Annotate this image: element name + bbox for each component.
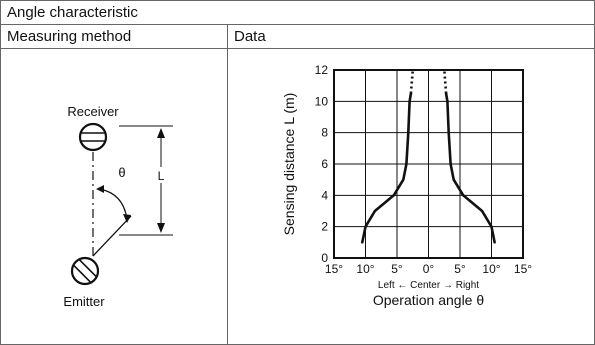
x-tick-label-1: 10° [356,262,374,276]
chart-grid [333,69,524,259]
chart-curves [361,69,496,244]
y-tick-labels: 0 2 4 6 8 10 12 [315,63,329,265]
y-tick-label-4: 8 [321,126,328,140]
receiver-icon [78,122,108,152]
x-tick-label-6: 15° [514,262,532,276]
theta-arrowhead-icon [123,214,131,223]
measuring-method-diagram: Receiver θ [63,104,173,309]
x-tick-label-0: 15° [325,262,343,276]
x-axis-label: Operation angle θ [373,292,485,308]
series-dotted-left [409,69,415,94]
y-tick-label-2: 4 [321,188,328,202]
y-tick-label-1: 2 [321,220,328,234]
x-tick-label-4: 5° [454,262,466,276]
angle-characteristic-chart: 0 2 4 6 8 10 12 15° 10° 5° 0° 5° 10° 15° Sensing dis… [281,63,532,308]
x-tick-label-3: 0° [423,262,435,276]
column-header-method: Measuring method [0,24,228,49]
y-tick-label-6: 12 [315,63,329,77]
x-tick-labels: 15° 10° 5° 0° 5° 10° 15° [325,262,532,276]
theta-arc [98,188,128,220]
x-axis-direction-label: Left ← Center → Right [378,280,479,291]
dimension-arrow-down-icon [157,223,165,233]
data-cell: 0 2 4 6 8 10 12 15° 10° 5° 0° 5° 10° 15° Sensing dis… [227,48,595,345]
dimension-label-bg [155,167,167,183]
theta-symbol: θ [118,165,125,180]
angled-beam-line [92,215,132,257]
receiver-label: Receiver [67,104,119,119]
y-tick-label-0: 0 [321,251,328,265]
x-tick-label-2: 5° [391,262,403,276]
plot-frame [333,69,524,259]
series-line-left [361,92,413,244]
theta-arrowhead-left-icon [96,185,104,193]
emitter-label: Emitter [63,294,105,309]
emitter-icon [70,256,100,286]
table-title: Angle characteristic [0,0,595,25]
y-tick-label-5: 10 [315,94,329,108]
measuring-method-cell: Receiver θ [0,48,228,345]
series-line-right [444,92,496,244]
y-tick-label-3: 6 [321,157,328,171]
x-tick-label-5: 10° [482,262,500,276]
dimension-arrow-up-icon [157,128,165,138]
series-dotted-right [443,69,448,94]
distance-symbol: L [158,169,165,183]
y-axis-label: Sensing distance L (m) [281,93,297,236]
column-header-data: Data [227,24,595,49]
